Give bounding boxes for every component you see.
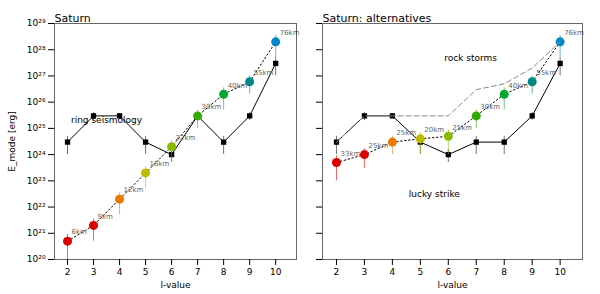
svg-text:l-value: l-value xyxy=(437,280,468,290)
svg-text:7: 7 xyxy=(195,267,201,277)
svg-text:10²⁵: 10²⁵ xyxy=(27,123,46,133)
svg-text:20km: 20km xyxy=(424,126,444,134)
svg-text:76km: 76km xyxy=(279,29,300,38)
svg-text:10²³: 10²³ xyxy=(27,176,46,186)
svg-text:55km: 55km xyxy=(254,69,274,77)
svg-text:2: 2 xyxy=(334,267,340,277)
svg-text:22km: 22km xyxy=(176,134,196,142)
svg-text:25km: 25km xyxy=(368,142,388,150)
svg-text:7: 7 xyxy=(473,267,479,277)
svg-text:5: 5 xyxy=(143,267,149,277)
svg-text:9km: 9km xyxy=(98,213,114,221)
svg-text:6: 6 xyxy=(445,267,451,277)
svg-text:55km: 55km xyxy=(536,69,556,77)
svg-text:9: 9 xyxy=(529,267,535,277)
svg-text:40km: 40km xyxy=(508,82,528,90)
svg-text:4: 4 xyxy=(117,267,123,277)
svg-text:4: 4 xyxy=(390,267,396,277)
svg-text:16km: 16km xyxy=(150,160,170,168)
svg-text:25km: 25km xyxy=(452,124,472,132)
svg-text:8: 8 xyxy=(221,267,227,277)
svg-text:30km: 30km xyxy=(480,103,500,111)
svg-text:10: 10 xyxy=(270,267,282,277)
svg-text:10²⁹: 10²⁹ xyxy=(27,18,46,28)
svg-text:10²¹: 10²¹ xyxy=(27,228,46,238)
svg-text:10²⁰: 10²⁰ xyxy=(27,254,46,264)
svg-text:76km: 76km xyxy=(564,29,584,37)
svg-text:10²⁴: 10²⁴ xyxy=(27,149,46,159)
svg-text:10²⁷: 10²⁷ xyxy=(27,71,46,81)
svg-text:3: 3 xyxy=(91,267,97,277)
svg-text:12km: 12km xyxy=(124,186,144,194)
svg-text:2: 2 xyxy=(65,267,71,277)
svg-text:33km: 33km xyxy=(340,150,360,158)
svg-text:6km: 6km xyxy=(72,228,88,236)
svg-text:40km: 40km xyxy=(228,82,248,90)
svg-text:6: 6 xyxy=(169,267,175,277)
svg-text:30km: 30km xyxy=(202,103,222,111)
svg-text:Saturn: Saturn xyxy=(54,12,91,26)
svg-text:10: 10 xyxy=(554,267,566,277)
svg-text:rock storms: rock storms xyxy=(444,52,497,62)
svg-text:10²⁶: 10²⁶ xyxy=(27,97,46,107)
svg-text:l-value: l-value xyxy=(160,280,191,290)
svg-text:E_mode [erg]: E_mode [erg] xyxy=(7,111,17,171)
svg-text:25km: 25km xyxy=(396,129,416,137)
svg-text:3: 3 xyxy=(362,267,368,277)
svg-text:Saturn: alternatives: Saturn: alternatives xyxy=(322,12,432,26)
svg-text:lucky strike: lucky strike xyxy=(409,189,461,199)
svg-text:5: 5 xyxy=(417,267,423,277)
svg-text:ring seismology: ring seismology xyxy=(71,115,143,125)
svg-text:10²⁸: 10²⁸ xyxy=(27,45,46,55)
svg-text:8: 8 xyxy=(501,267,507,277)
svg-text:10²²: 10²² xyxy=(27,202,46,212)
svg-text:9: 9 xyxy=(247,267,253,277)
